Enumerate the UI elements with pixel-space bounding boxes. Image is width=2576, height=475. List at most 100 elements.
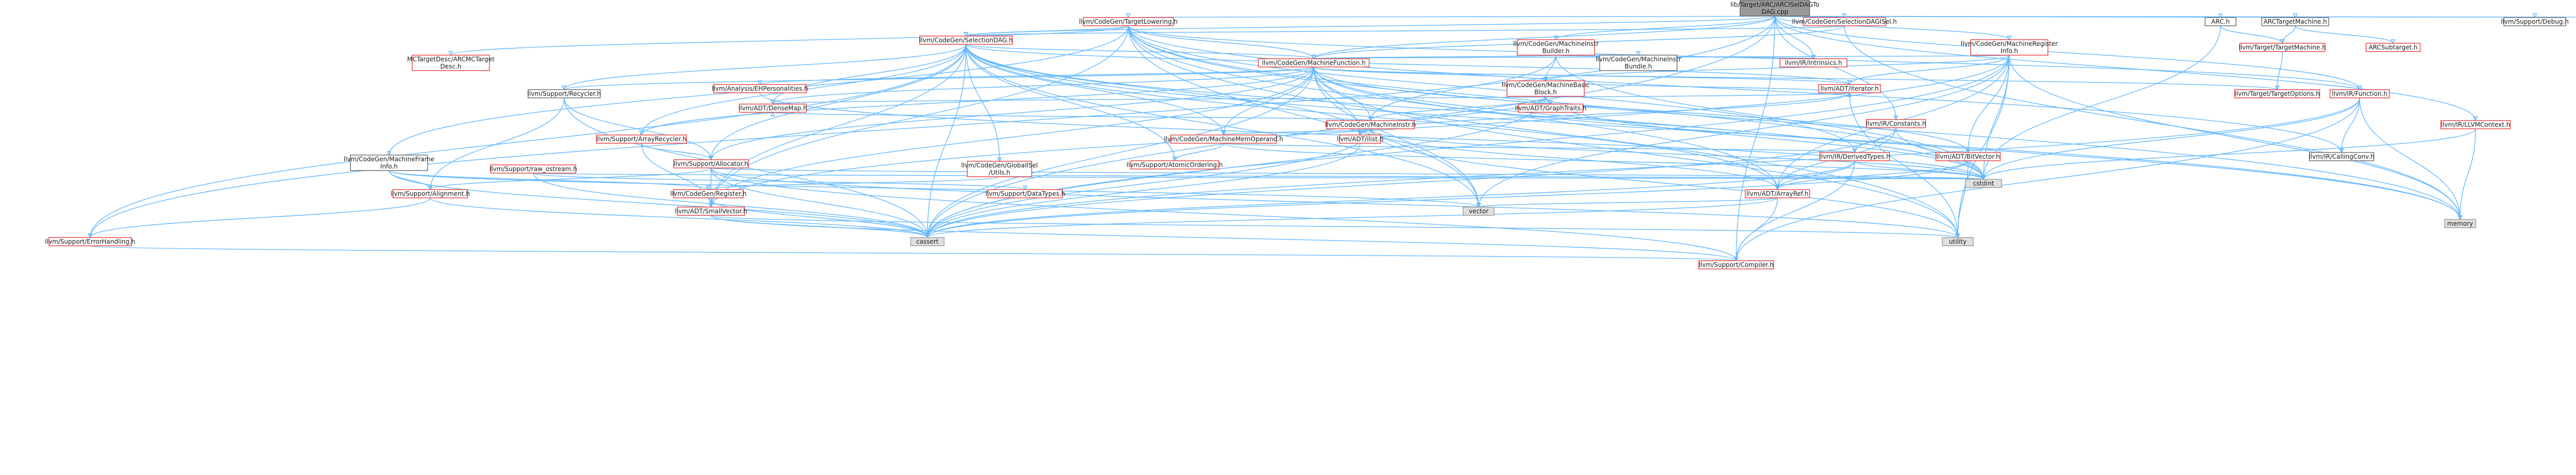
dependency-edge-aiter-utility [1849,92,1960,239]
node-ehp[interactable]: llvm/Analysis/EHPersonalities.h [711,84,808,93]
dependency-edge-sdag-gisel [965,44,1002,162]
node-alloc[interactable]: llvm/Support/Allocator.h [673,159,749,168]
node-label: DAG.cpp [1761,8,1788,15]
dependency-edge-tl-mctd [448,25,1129,56]
dependency-edge-mmo-dtypes [1223,143,1857,154]
dependency-edge-root-mib [1553,15,1775,41]
node-callconv[interactable]: llvm/IR/CallingConv.h [2309,152,2375,161]
dependency-edge-irfn-callconv [2339,97,2360,154]
node-arch[interactable]: ARC.h [2205,17,2236,26]
node-dtypes[interactable]: llvm/IR/DerivedTypes.h [1819,152,1890,161]
node-atomic[interactable]: llvm/Support/AtomicOrdering.h [1127,160,1223,169]
node-llctx[interactable]: llvm/IR/LLVMContext.h [2440,120,2511,129]
node-intr[interactable]: llvm/IR/Intrinsics.h [1780,58,1848,67]
node-subt[interactable]: ARCSubtarget.h [2365,43,2421,52]
node-aiter[interactable]: llvm/ADT/iterator.h [1818,84,1881,93]
node-reg[interactable]: llvm/CodeGen/Register.h [670,189,747,198]
dependency-edge-irfn-cstdint [1981,97,2360,180]
node-rawos[interactable]: llvm/Support/raw_ostream.h [489,164,577,174]
node-vector[interactable]: vector [1463,207,1495,216]
dependency-edge-alloc-compiler [710,167,1739,262]
node-compiler[interactable]: llvm/Support/Compiler.h [1698,260,1774,269]
node-aref[interactable]: llvm/ADT/ArrayRef.h [1744,189,1810,198]
dependency-edge-arecy-alloc [641,143,714,161]
node-recy[interactable]: llvm/Support/Recycler.h [528,89,601,98]
node-label: ARCSubtarget.h [2368,44,2417,51]
node-arctm[interactable]: ARCTargetMachine.h [2261,17,2329,26]
dependency-edge-arctm-subt [2295,25,2396,44]
node-errh[interactable]: llvm/Support/ErrorHandling.h [45,237,135,246]
node-dtypes2[interactable]: llvm/Support/DataTypes.h [986,189,1065,198]
node-cassert[interactable]: cassert [910,237,945,246]
node-label: llvm/ADT/SmallVector.h [675,208,747,215]
node-consts[interactable]: llvm/IR/Constants.h [1866,119,1926,128]
node-label: llvm/CodeGen/MachineFunction.h [1262,59,1365,66]
node-bitvec[interactable]: llvm/ADT/BitVector.h [1935,152,2001,161]
node-gtraits[interactable]: llvm/ADT/GraphTraits.h [1515,104,1587,113]
dependency-edge-mf-dmap [770,66,1314,105]
dependency-edge-alloc-align [428,167,711,191]
node-label: llvm/CodeGen/GlobalISel [961,162,1038,169]
dependency-edge-mi-mmo [1221,128,1371,136]
dependency-edge-sdag-cassert [925,44,967,239]
node-label: llvm/CodeGen/MachineRegister [1961,40,2058,47]
dependency-edge-sdag-recy [562,44,967,91]
node-gisel[interactable]: llvm/CodeGen/GlobalISel/Utils.h [961,161,1038,177]
dependency-edge-mi-cassert [925,128,1371,239]
node-label: ARC.h [2211,18,2230,25]
node-sdag[interactable]: llvm/CodeGen/SelectionDAG.h [919,36,1013,45]
node-label: llvm/CodeGen/SelectionDAG.h [919,37,1013,44]
node-utility[interactable]: utility [1942,237,1974,246]
node-ilist[interactable]: llvm/ADT/ilist.h [1337,134,1384,144]
node-label: llvm/ADT/GraphTraits.h [1515,105,1587,112]
dependency-edge-aref-cassert [925,197,1778,239]
node-smallvec[interactable]: llvm/ADT/SmallVector.h [675,207,747,216]
dependency-edge-root-gendag [1774,15,2576,18]
node-label: llvm/Support/Compiler.h [1699,261,1773,268]
node-align[interactable]: llvm/Support/Alignment.h [391,189,470,198]
node-mf[interactable]: llvm/CodeGen/MachineFunction.h [1258,58,1370,67]
dependency-edge-ilist-cassert [925,143,1361,239]
node-mmo[interactable]: llvm/CodeGen/MachineMemOperand.h [1164,134,1283,144]
dependency-edge-root-mri [1774,15,2012,41]
node-label: ARCTargetMachine.h [2263,18,2327,25]
dependency-edge-irfn-compiler [1734,97,2360,262]
node-label: llvm/CodeGen/MachineInstr.h [1325,121,1416,128]
dependency-edge-arch-tgtm [2220,25,2285,44]
node-label: llvm/Support/Alignment.h [391,190,470,197]
node-dmap[interactable]: llvm/ADT/DenseMap.h [739,104,807,113]
node-memory[interactable]: memory [2444,219,2476,228]
node-irfn[interactable]: llvm/IR/Function.h [2329,89,2390,98]
node-cstdint[interactable]: cstdint [1965,179,2002,188]
node-label: /Utils.h [989,169,1010,176]
dependency-edge-mfi-align [388,170,433,191]
node-label: llvm/CodeGen/MachineMemOperand.h [1164,135,1283,143]
edges-layer [88,13,2576,262]
node-label: Block.h [1534,89,1557,96]
dependency-edge-mi-cstdint [1370,128,1986,180]
node-tgtm[interactable]: llvm/Target/TargetMachine.h [2239,43,2326,52]
dependency-edge-mf-mbb [1313,66,1548,82]
node-arecy[interactable]: llvm/Support/ArrayRecycler.h [596,134,687,144]
node-label: llvm/IR/LLVMContext.h [2441,121,2510,128]
dependency-edge-mbb-mi [1368,96,1546,122]
node-label: cstdint [1973,180,1994,187]
node-label: llvm/ADT/iterator.h [1820,85,1878,92]
node-tgtopt[interactable]: llvm/Target/TargetOptions.h [2234,89,2320,98]
node-label: llvm/Support/DataTypes.h [986,190,1065,197]
node-tl[interactable]: llvm/CodeGen/TargetLowering.h [1079,17,1178,26]
node-label: Desc.h [440,63,462,70]
node-label: MCTargetDesc/ARCMCTarget [407,56,495,63]
dependency-edge-arctm-tgtm [2280,25,2296,44]
node-mi[interactable]: llvm/CodeGen/MachineInstr.h [1325,120,1416,129]
node-sdisel[interactable]: llvm/CodeGen/SelectionDAGISel.h [1792,17,1897,26]
node-debug[interactable]: llvm/Support/Debug.h [2501,17,2569,26]
